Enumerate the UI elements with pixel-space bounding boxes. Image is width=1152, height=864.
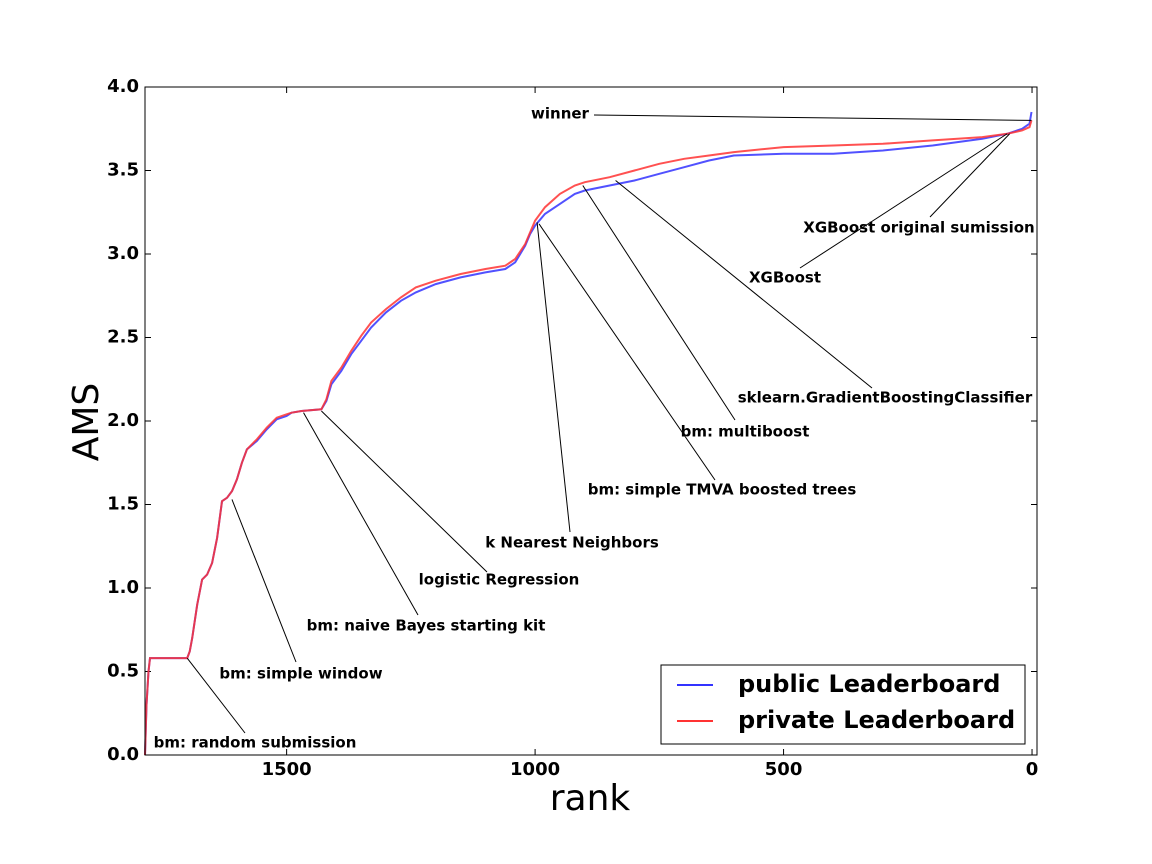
x-tick-label: 0	[1026, 759, 1039, 780]
annotation-arrow	[303, 412, 419, 616]
annotation: bm: multiboost	[681, 423, 810, 441]
y-tick-label: 2.5	[107, 327, 139, 348]
annotation-arrow	[593, 114, 1032, 121]
y-axis-label: AMS	[66, 383, 107, 462]
annotation-arrow	[536, 222, 571, 533]
annotation: XGBoost	[749, 269, 821, 287]
line-series	[144, 111, 1033, 756]
x-tick-label: 1000	[510, 759, 560, 780]
annotation: bm: simple window	[219, 665, 382, 683]
y-tick-label: 1.0	[107, 577, 139, 598]
annotation: sklearn.GradientBoostingClassifier	[738, 389, 1033, 407]
annotation-arrow	[538, 223, 716, 481]
y-tick-label: 4.0	[107, 76, 139, 97]
legend-label: private Leaderboard	[738, 706, 1015, 734]
annotation-arrow	[321, 410, 488, 573]
plot-frame	[144, 86, 1038, 756]
y-tick-label: 1.5	[107, 494, 139, 515]
legend-box	[660, 664, 1026, 745]
annotation-arrow	[186, 657, 246, 734]
annotation-arrow	[615, 180, 873, 389]
y-tick-label: 0.5	[107, 661, 139, 682]
x-axis-label: rank	[550, 778, 631, 819]
annotation-arrow	[929, 133, 1011, 218]
annotation: bm: random submission	[154, 734, 357, 752]
annotation: XGBoost original sumission	[803, 219, 1035, 237]
annotation: k Nearest Neighbors	[485, 534, 659, 552]
annotation: bm: simple TMVA boosted trees	[588, 481, 857, 499]
x-tick-label: 500	[765, 759, 803, 780]
annotation-arrow	[231, 499, 297, 663]
annotation-arrow	[799, 133, 1008, 269]
legend-label: public Leaderboard	[738, 670, 1000, 698]
annotation: bm: naive Bayes starting kit	[307, 617, 546, 635]
line-series	[144, 120, 1033, 756]
y-tick-label: 3.5	[107, 160, 139, 181]
annotation: winner	[531, 105, 590, 123]
annotation: logistic Regression	[419, 571, 580, 589]
annotation-arrow	[582, 185, 736, 421]
y-tick-label: 0.0	[107, 744, 139, 765]
y-tick-label: 2.0	[107, 410, 139, 431]
x-tick-label: 1500	[262, 759, 312, 780]
y-tick-label: 3.0	[107, 243, 139, 264]
